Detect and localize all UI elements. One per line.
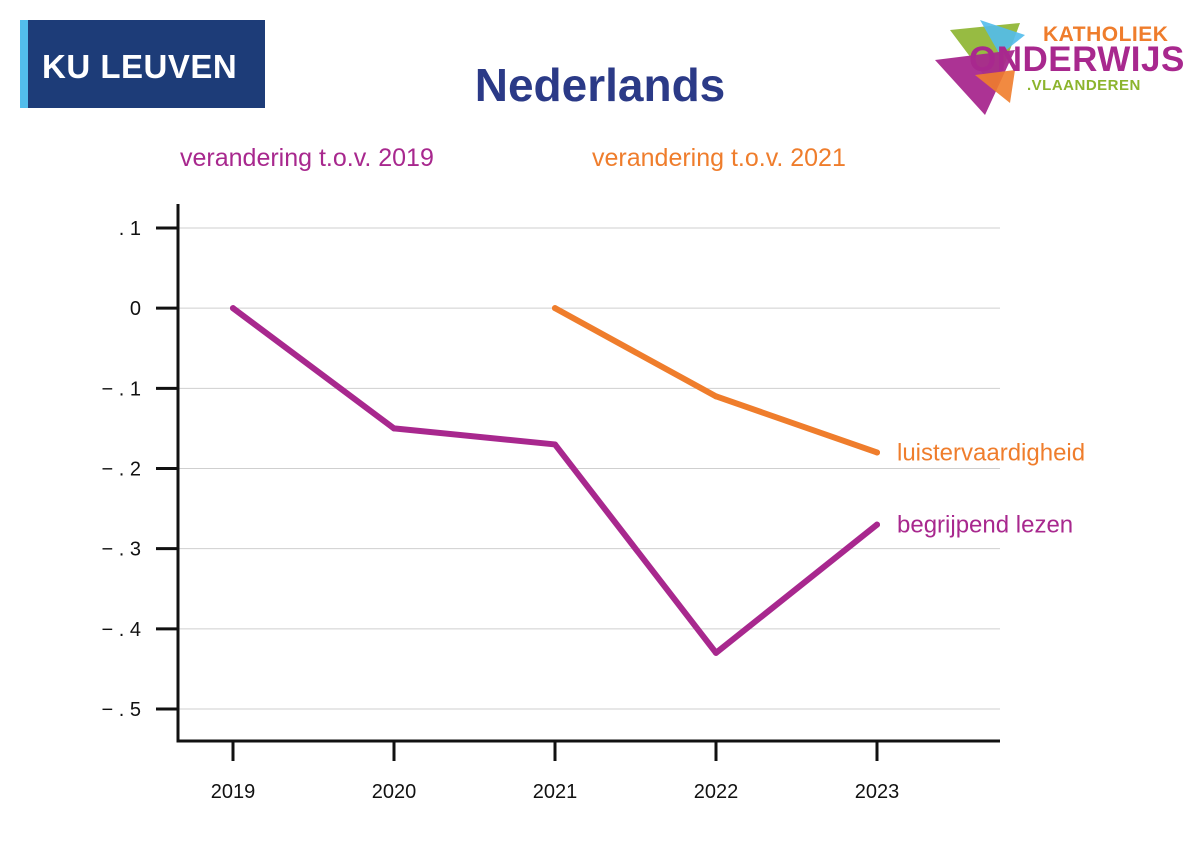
katholiek-onderwijs-logo-shapes [935, 20, 1025, 115]
x-tick-label: 2021 [533, 781, 578, 803]
series-labels: begrijpend lezen luistervaardigheid [897, 439, 1085, 538]
x-tick-label: 2019 [211, 781, 256, 803]
subtitle-change-vs-2019: verandering t.o.v. 2019 [180, 144, 434, 172]
data-point-luistervaardigheid [713, 393, 719, 400]
series-label-begrijpend-lezen: begrijpend lezen [897, 512, 1073, 539]
data-point-luistervaardigheid [874, 449, 880, 456]
katholiek-onderwijs-logo-line2: ONDERWIJS [969, 40, 1185, 79]
y-tick-label: 0 [130, 298, 141, 320]
y-tick-label: − . 2 [102, 459, 141, 481]
y-tick-label: − . 4 [102, 619, 141, 641]
ku-leuven-logo-stripe [20, 20, 28, 108]
y-tick-label: − . 5 [102, 699, 141, 721]
series-lines [230, 305, 880, 656]
y-tick-label: − . 3 [102, 539, 141, 561]
axes: . 1 0 − . 1 − . 2 − . 3 − . 4 − . 5 2019 2020 202… [102, 204, 1000, 803]
ku-leuven-logo-text: KU LEUVEN [42, 48, 238, 85]
x-tick-label: 2023 [855, 781, 900, 803]
series-label-luistervaardigheid: luistervaardigheid [897, 439, 1085, 466]
katholiek-onderwijs-logo-line1: KATHOLIEK [1043, 23, 1169, 46]
subtitle-change-vs-2021: verandering t.o.v. 2021 [592, 144, 846, 172]
data-point-luistervaardigheid [552, 305, 558, 312]
data-point-begrijpend-lezen [391, 425, 397, 432]
x-tick-label: 2022 [694, 781, 739, 803]
series-line-luistervaardigheid [552, 305, 880, 456]
series-line-begrijpend-lezen [230, 305, 880, 656]
katholiek-onderwijs-logo-line3: .VLAANDEREN [1027, 77, 1141, 94]
y-tick-label: − . 1 [102, 378, 141, 400]
data-point-begrijpend-lezen [874, 521, 880, 528]
x-tick-label: 2020 [372, 781, 417, 803]
chart-title: Nederlands [474, 59, 726, 111]
data-point-begrijpend-lezen [552, 441, 558, 448]
data-point-begrijpend-lezen [713, 649, 719, 656]
gridlines [178, 227, 1000, 710]
y-tick-label: . 1 [119, 218, 141, 240]
ku-leuven-logo: KU LEUVEN [20, 20, 265, 108]
katholiek-onderwijs-logo: KATHOLIEK ONDERWIJS .VLAANDEREN [925, 15, 1190, 120]
data-point-begrijpend-lezen [230, 305, 236, 312]
